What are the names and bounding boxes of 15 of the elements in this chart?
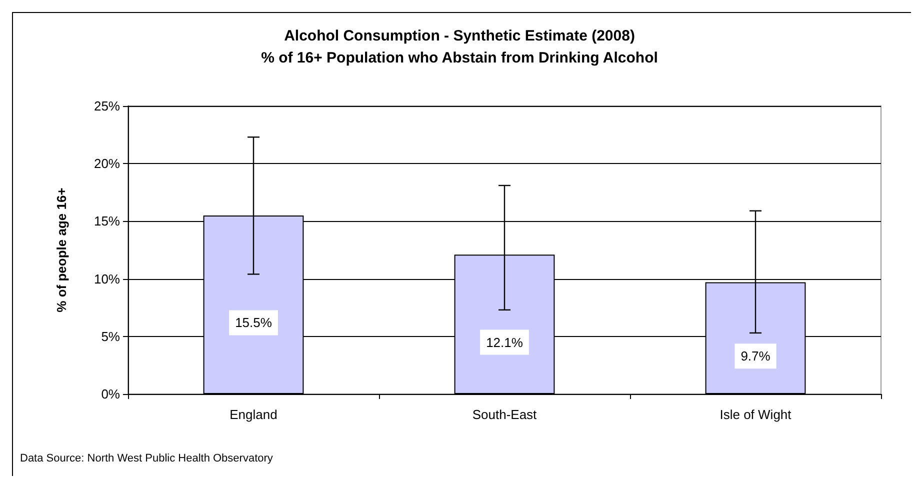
x-tick-label: South-East bbox=[472, 407, 538, 422]
data-label: 15.5% bbox=[235, 315, 272, 330]
source-note: Data Source: North West Public Health Observatory bbox=[20, 452, 274, 464]
y-tick-label: 15% bbox=[94, 214, 120, 229]
data-label: 9.7% bbox=[740, 348, 771, 364]
y-tick-label: 10% bbox=[94, 271, 120, 286]
x-tick-label: England bbox=[230, 407, 278, 422]
x-tick-label: Isle of Wight bbox=[720, 407, 792, 422]
data-label: 12.1% bbox=[486, 334, 524, 350]
y-tick-label: 20% bbox=[94, 156, 120, 172]
y-tick-label: 25% bbox=[94, 98, 120, 114]
y-axis-title: % of people age 16+ bbox=[54, 187, 69, 312]
chart-title: Alcohol Consumption - Synthetic Estimate (2008) % of 16+ Population who Abstain from Drinking Alcohol bbox=[261, 28, 658, 66]
y-tick-label: 5% bbox=[101, 328, 120, 344]
y-tick-label: 0% bbox=[101, 386, 120, 402]
